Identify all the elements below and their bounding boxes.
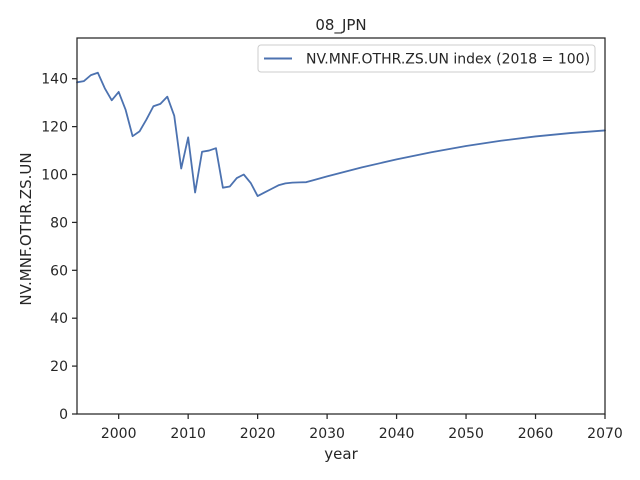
x-tick-label: 2030 [309, 426, 345, 442]
legend-box [257, 44, 596, 73]
y-tick-label: 140 [41, 72, 68, 88]
x-tick-label: 2060 [518, 426, 554, 442]
y-tick-label: 60 [50, 263, 68, 279]
plot-area [76, 71, 606, 197]
y-tick-label: 80 [50, 215, 68, 231]
plot-frame [76, 37, 606, 415]
x-tick-label: 2020 [240, 426, 276, 442]
y-tick-label: 100 [41, 168, 68, 184]
y-tick-label: 0 [59, 407, 68, 423]
y-tick-label: 40 [50, 311, 68, 327]
x-tick-label: 2040 [379, 426, 415, 442]
x-tick-label: 2070 [587, 426, 623, 442]
series-line-0 [76, 71, 606, 197]
x-tick-label: 2010 [170, 426, 206, 442]
legend: NV.MNF.OTHR.ZS.UN index (2018 = 100) [257, 44, 596, 73]
y-tick-label: 120 [41, 120, 68, 136]
y-tick-label: 20 [50, 359, 68, 375]
x-tick-label: 2000 [101, 426, 137, 442]
chart-title: 08_JPN [315, 16, 366, 35]
x-axis-label: year [324, 445, 358, 463]
y-axis-label: NV.MNF.OTHR.ZS.UN [17, 152, 35, 305]
axes: 2000 2010 2020 2030 2040 2050 2060 207002040608… [41, 37, 623, 442]
x-tick-label: 2050 [448, 426, 484, 442]
legend-entry-label: NV.MNF.OTHR.ZS.UN index (2018 = 100) [306, 52, 590, 68]
